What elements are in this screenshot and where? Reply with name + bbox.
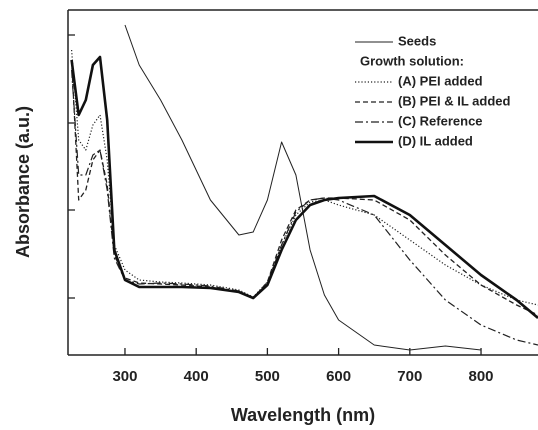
x-tick-label: 500 bbox=[255, 368, 280, 385]
x-tick-label: 600 bbox=[326, 368, 351, 385]
x-axis-label: Wavelength (nm) bbox=[231, 405, 375, 425]
y-axis-label: Absorbance (a.u.) bbox=[13, 106, 33, 258]
data-line bbox=[71, 69, 538, 346]
legend-label: (D) IL added bbox=[398, 133, 473, 148]
x-tick-label: 400 bbox=[184, 368, 209, 385]
data-line bbox=[124, 24, 482, 351]
legend-title: Growth solution: bbox=[360, 53, 464, 68]
data-line bbox=[70, 55, 538, 319]
legend-label: Seeds bbox=[398, 33, 436, 48]
x-tick-label: 700 bbox=[397, 368, 422, 385]
plot-area bbox=[70, 24, 538, 351]
legend-label: (A) PEI added bbox=[398, 73, 483, 88]
x-tick-label: 300 bbox=[112, 368, 137, 385]
legend-label: (C) Reference bbox=[398, 113, 483, 128]
data-line bbox=[71, 49, 538, 306]
x-tick-label: 800 bbox=[469, 368, 494, 385]
legend-label: (B) PEI & IL added bbox=[398, 93, 510, 108]
